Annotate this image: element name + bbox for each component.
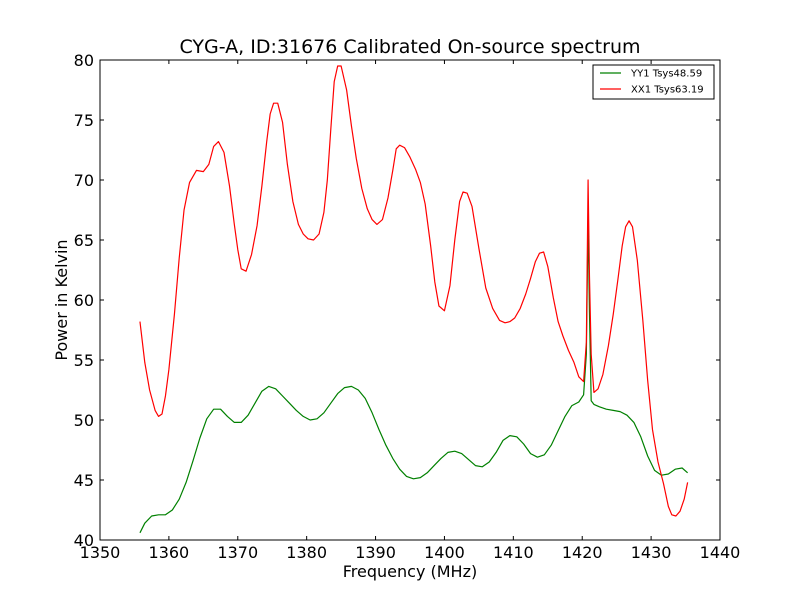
legend-box [592,64,715,100]
x-tick-label: 1360 [149,543,190,562]
x-axis-title: Frequency (MHz) [343,562,477,581]
plot-area [100,60,720,540]
series-line-xx1 [139,65,689,517]
y-tick-label: 50 [74,411,94,430]
x-tick-label: 1350 [80,543,121,562]
y-tick-label: 55 [74,351,94,370]
series-group [139,65,689,534]
y-axis-title: Power in Kelvin [52,239,71,360]
y-tick-label: 65 [74,231,94,250]
y-tick-label: 70 [74,171,94,190]
x-tick-label: 1420 [562,543,603,562]
x-tick-label: 1400 [424,543,465,562]
axes: 1350 1360 1370 1380 1390 1400 1410 1420 1430 1440… [74,51,741,562]
legend-label-yy1: YY1 Tsys48.59 [630,69,702,80]
legend-label-xx1: XX1 Tsys63.19 [631,85,704,96]
y-tick-label: 75 [74,111,94,130]
legend: YY1 Tsys48.59 XX1 Tsys63.19 [592,64,715,100]
chart-title: CYG-A, ID:31676 Calibrated On-source spe… [179,36,640,58]
y-tick-label: 80 [74,51,94,70]
x-tick-label: 1440 [700,543,741,562]
x-tick-label: 1380 [286,543,327,562]
y-tick-label: 45 [74,471,94,490]
x-tick-label: 1390 [355,543,396,562]
plot-background [100,60,720,540]
x-tick-label: 1370 [217,543,258,562]
y-tick-label: 60 [74,291,94,310]
y-tick-label: 40 [74,531,94,550]
x-tick-label: 1410 [493,543,534,562]
series-line-yy1 [139,215,689,534]
x-tick-label: 1430 [631,543,672,562]
